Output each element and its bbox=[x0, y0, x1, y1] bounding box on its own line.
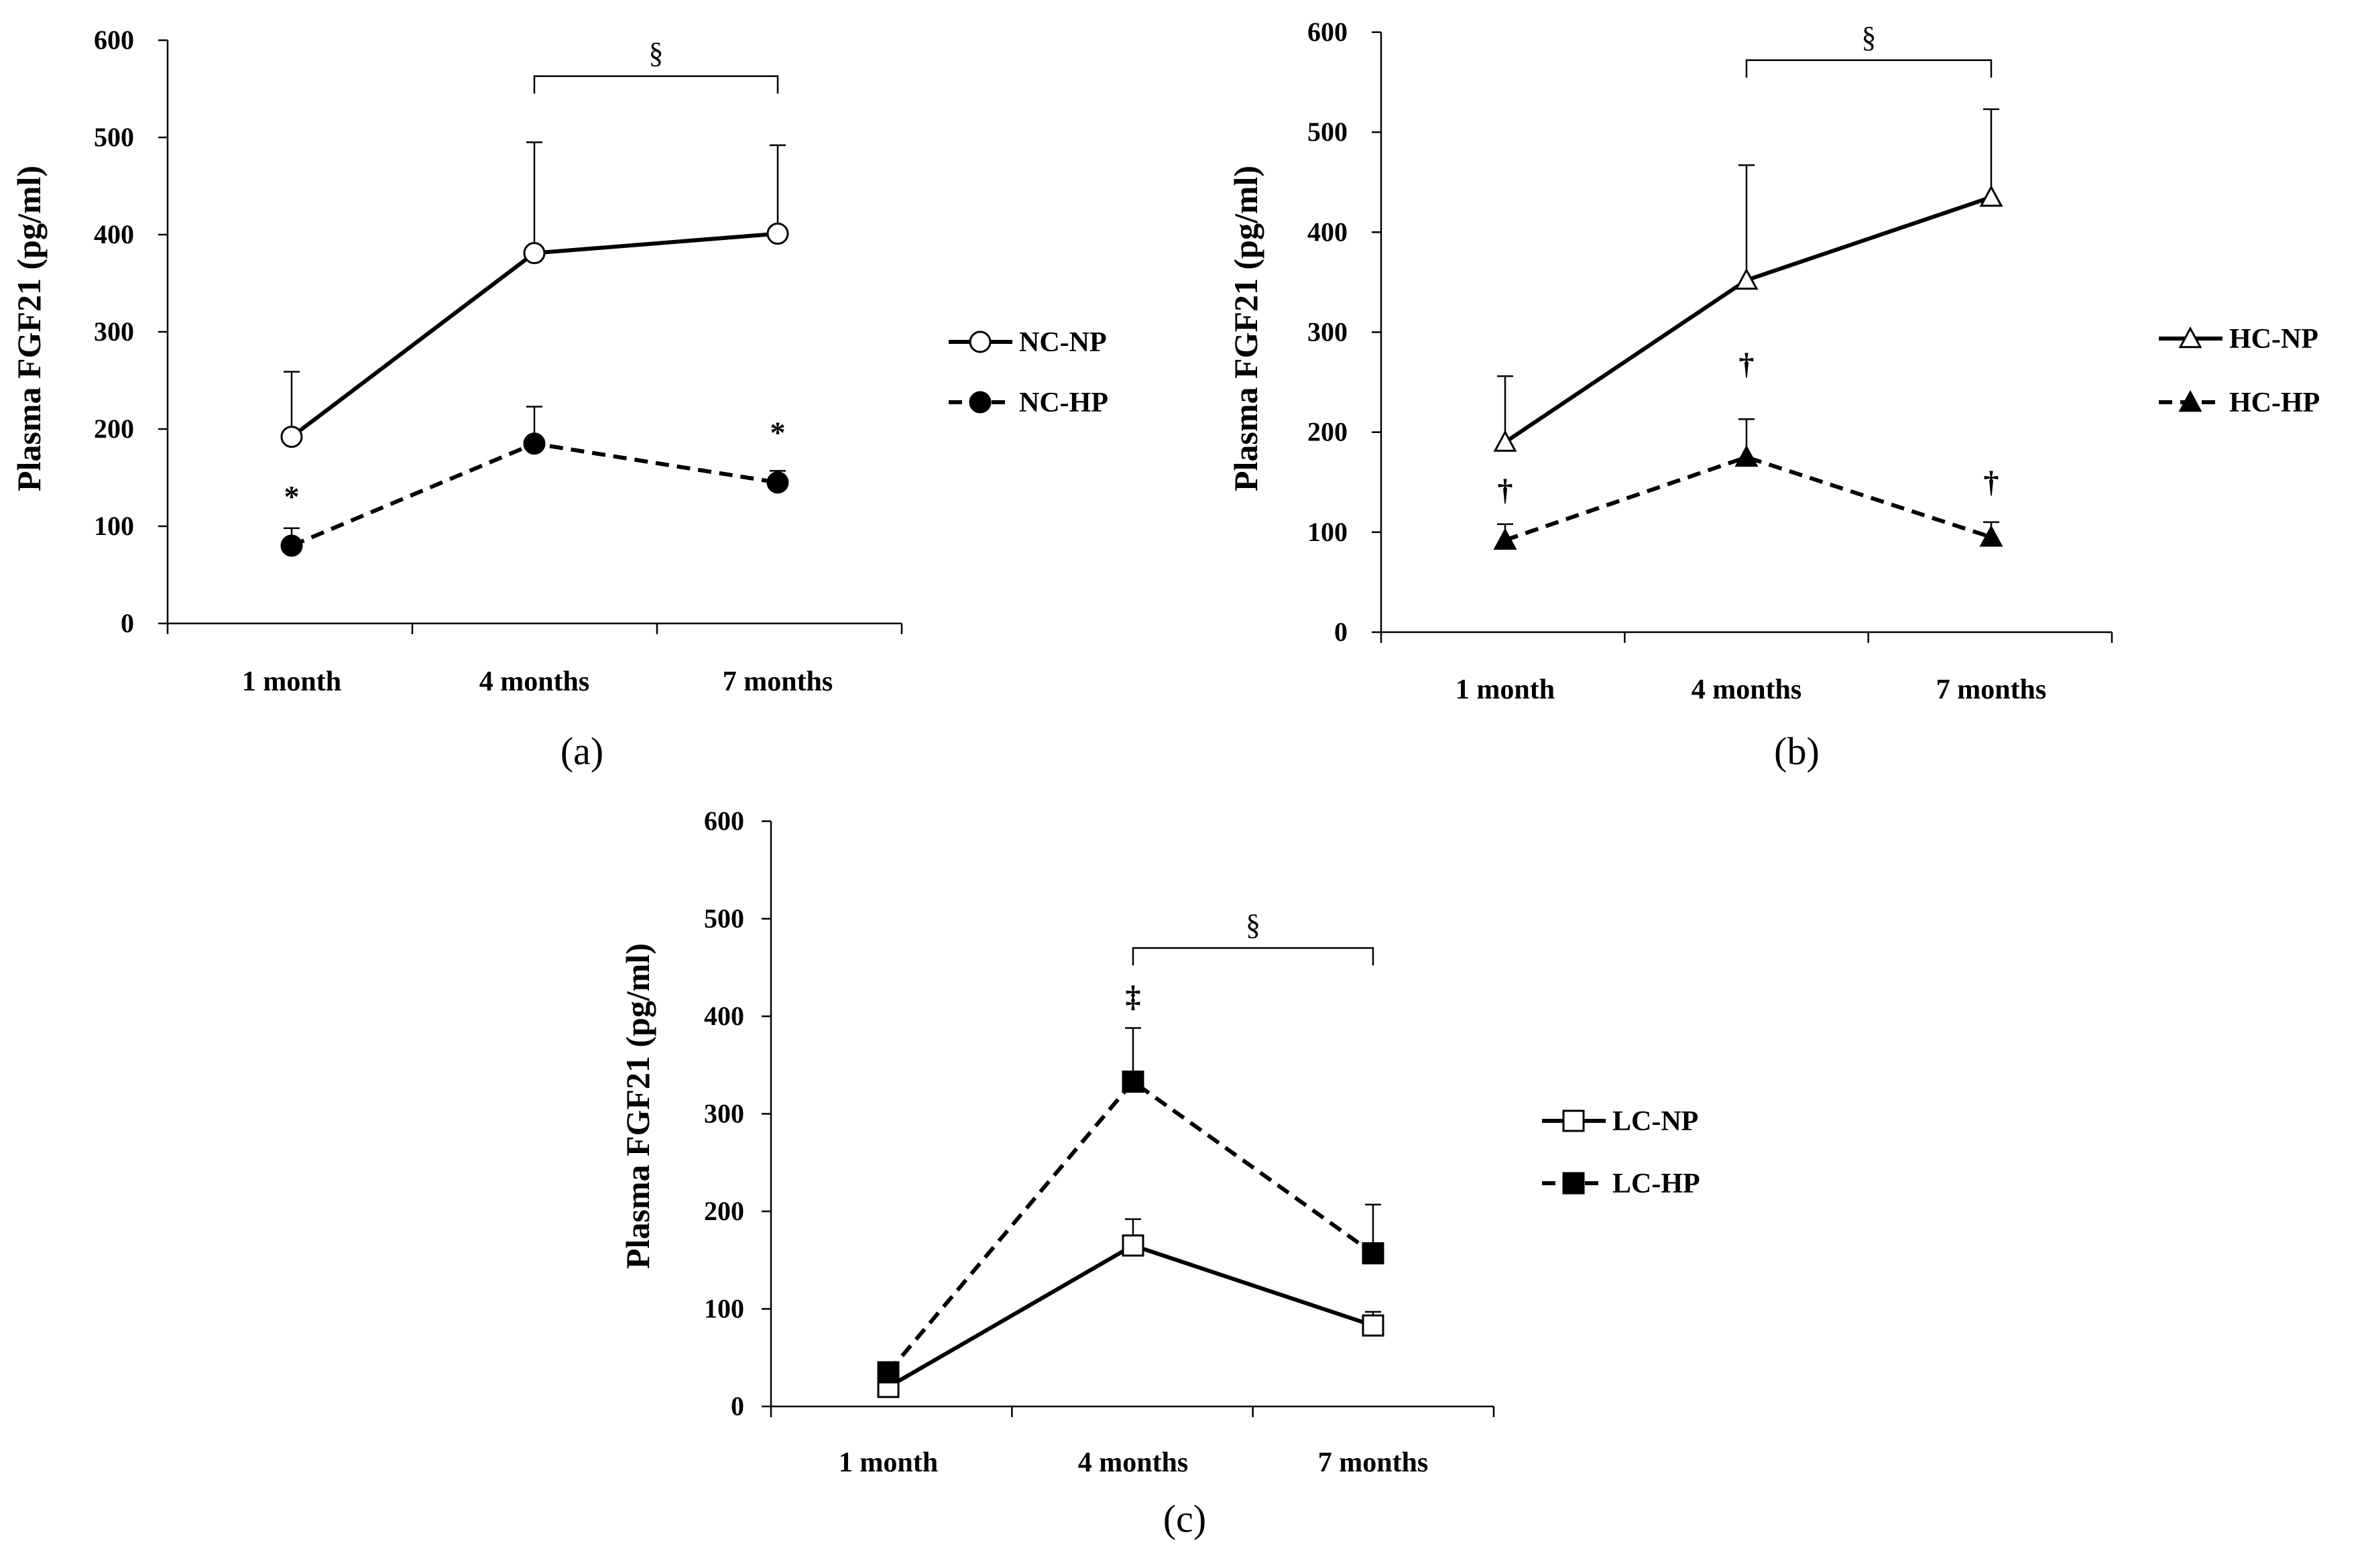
y-tick-label: 100 bbox=[1307, 517, 1348, 547]
data-point bbox=[280, 534, 303, 557]
y-axis-title: Plasma FGF21 (pg/ml) bbox=[10, 166, 48, 491]
series-LC-HP bbox=[877, 1027, 1384, 1384]
series-line bbox=[290, 441, 778, 548]
x-tick-label: 1 month bbox=[242, 666, 341, 697]
significance-bracket-label: § bbox=[649, 37, 664, 70]
y-axis-title: Plasma FGF21 (pg/ml) bbox=[619, 943, 656, 1269]
series-line bbox=[887, 1243, 1374, 1389]
legend: NC-NP NC-HP bbox=[949, 327, 1108, 418]
series-line bbox=[1504, 455, 1992, 542]
x-tick-label: 4 months bbox=[1078, 1447, 1189, 1478]
legend-marker bbox=[969, 330, 992, 353]
series-LC-NP bbox=[877, 1218, 1384, 1398]
series-NC-HP bbox=[280, 406, 789, 557]
y-tick-label: 500 bbox=[1307, 117, 1348, 147]
y-tick-label: 300 bbox=[94, 316, 134, 347]
data-point bbox=[877, 1361, 900, 1384]
significance-marker: * bbox=[284, 479, 300, 514]
legend: LC-NP LC-HP bbox=[1542, 1106, 1700, 1199]
data-point bbox=[523, 432, 546, 455]
panel-label: (c) bbox=[1163, 1497, 1206, 1541]
data-point bbox=[1979, 184, 2003, 207]
significance-bracket-label: § bbox=[1246, 908, 1260, 941]
y-tick-label: 0 bbox=[731, 1391, 744, 1421]
significance-marker: ‡ bbox=[1126, 979, 1141, 1013]
series-NC-NP bbox=[280, 141, 789, 448]
y-tick-label: 100 bbox=[94, 511, 134, 541]
significance-bracket bbox=[533, 75, 779, 94]
y-tick-label: 200 bbox=[1307, 417, 1348, 447]
legend-label: NC-HP bbox=[1019, 387, 1108, 418]
legend: HC-NP HC-HP bbox=[2159, 324, 2320, 418]
data-point bbox=[280, 426, 303, 448]
y-tick-label: 0 bbox=[121, 608, 134, 638]
legend-label: HC-NP bbox=[2229, 324, 2318, 355]
legend-marker bbox=[969, 391, 992, 414]
data-point bbox=[1122, 1070, 1144, 1093]
x-tick-label: 1 month bbox=[839, 1447, 938, 1478]
significance-marker: * bbox=[770, 415, 786, 449]
data-point bbox=[1979, 525, 2003, 547]
legend-label: HC-HP bbox=[2229, 387, 2320, 418]
y-tick-label: 500 bbox=[94, 122, 134, 152]
x-tick-label: 1 month bbox=[1456, 674, 1555, 705]
x-tick-label: 4 months bbox=[479, 666, 590, 697]
series-HC-NP bbox=[1493, 108, 2003, 452]
legend-marker bbox=[2178, 326, 2202, 349]
data-point bbox=[1493, 528, 1517, 550]
y-tick-label: 100 bbox=[704, 1294, 744, 1324]
x-tick-label: 7 months bbox=[1936, 674, 2047, 705]
y-axis-title: Plasma FGF21 (pg/ml) bbox=[1227, 166, 1264, 491]
legend-label: LC-NP bbox=[1612, 1106, 1698, 1137]
data-point bbox=[1362, 1314, 1384, 1337]
legend-marker bbox=[2178, 389, 2202, 412]
significance-bracket bbox=[1132, 947, 1374, 966]
significance-marker: † bbox=[1498, 473, 1513, 507]
data-point bbox=[766, 223, 789, 245]
legend-marker bbox=[1562, 1109, 1585, 1132]
x-tick-label: 4 months bbox=[1692, 674, 1802, 705]
legend-marker bbox=[1562, 1172, 1585, 1195]
legend-label: LC-HP bbox=[1612, 1168, 1700, 1199]
y-tick-label: 0 bbox=[1334, 617, 1348, 647]
y-tick-label: 200 bbox=[94, 414, 134, 444]
chart-panel-3: 0 100 200 300 400 500 600 1 month 4 months 7 mont… bbox=[619, 806, 1700, 1541]
data-point bbox=[1122, 1234, 1144, 1257]
y-tick-label: 400 bbox=[704, 1001, 744, 1031]
significance-marker: † bbox=[1739, 347, 1755, 381]
data-point bbox=[1362, 1242, 1384, 1265]
legend-label: NC-NP bbox=[1019, 327, 1107, 358]
panel-label: (a) bbox=[560, 729, 603, 773]
significance-bracket-label: § bbox=[1862, 21, 1877, 54]
x-tick-label: 7 months bbox=[723, 666, 833, 697]
panel-label: (b) bbox=[1774, 729, 1820, 773]
data-point bbox=[1734, 267, 1759, 290]
y-tick-label: 400 bbox=[94, 219, 134, 249]
y-tick-label: 600 bbox=[1307, 17, 1348, 47]
y-tick-label: 300 bbox=[704, 1099, 744, 1129]
y-tick-label: 500 bbox=[704, 904, 744, 934]
data-point bbox=[766, 471, 789, 494]
y-tick-label: 400 bbox=[1307, 217, 1348, 247]
significance-marker: † bbox=[1984, 465, 1999, 499]
y-tick-label: 600 bbox=[704, 806, 744, 836]
data-point bbox=[1734, 444, 1759, 467]
series-line bbox=[1504, 195, 1992, 444]
chart-panel-1: 0 100 200 300 400 500 600 1 month 4 months 7 mont… bbox=[10, 25, 1108, 773]
data-point bbox=[523, 242, 546, 265]
significance-bracket bbox=[1745, 59, 1993, 78]
x-tick-label: 7 months bbox=[1318, 1447, 1429, 1478]
data-point bbox=[1493, 430, 1517, 452]
y-tick-label: 200 bbox=[704, 1196, 744, 1226]
series-HC-HP bbox=[1493, 418, 2003, 550]
series-line bbox=[886, 1079, 1374, 1374]
y-tick-label: 300 bbox=[1307, 317, 1348, 347]
chart-panel-2: 0 100 200 300 400 500 600 1 month 4 months 7 mont… bbox=[1227, 17, 2320, 773]
y-tick-label: 600 bbox=[94, 25, 134, 55]
